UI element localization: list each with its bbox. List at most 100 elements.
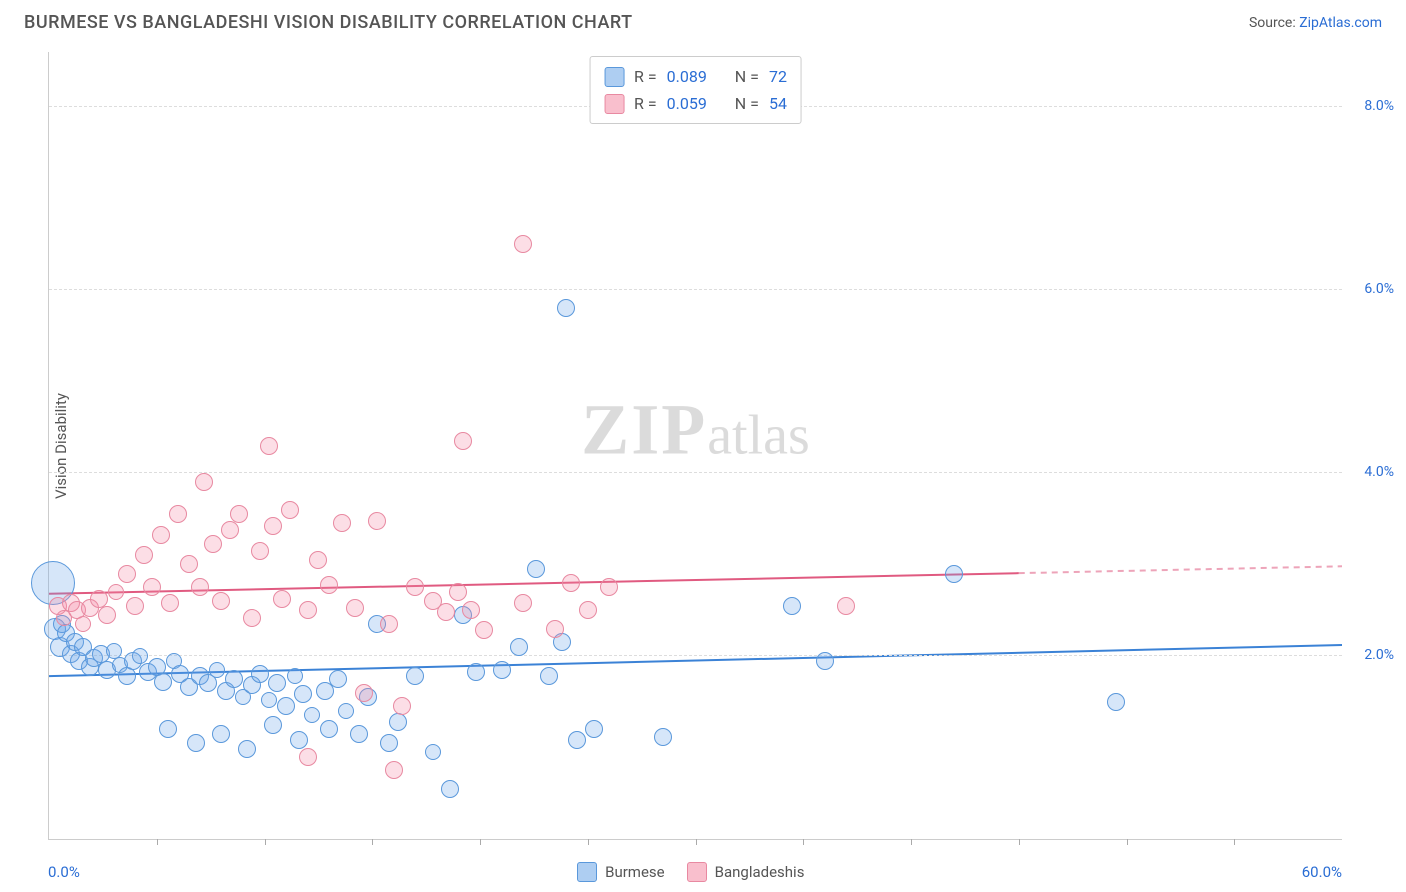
swatch-bangladeshis-icon	[687, 862, 707, 882]
data-point	[475, 621, 493, 639]
data-point	[783, 597, 801, 615]
data-point	[389, 713, 407, 731]
data-point	[243, 609, 261, 627]
gridline: 2.0%	[49, 655, 1342, 656]
data-point	[277, 697, 295, 715]
x-tick	[803, 839, 804, 845]
data-point	[368, 512, 386, 530]
data-point	[816, 652, 834, 670]
data-point	[209, 662, 225, 678]
legend-label-b: Bangladeshis	[715, 863, 805, 881]
data-point	[945, 565, 963, 583]
trend-lines	[49, 52, 1342, 839]
x-tick	[588, 839, 589, 845]
data-point	[287, 668, 303, 684]
data-point	[837, 597, 855, 615]
gridline: 6.0%	[49, 289, 1342, 290]
y-tick-label: 6.0%	[1364, 281, 1394, 297]
data-point	[329, 670, 347, 688]
n-value-b: 54	[769, 90, 787, 117]
swatch-bangladeshis-icon	[604, 94, 624, 114]
data-point	[514, 235, 532, 253]
data-point	[406, 578, 424, 596]
data-point	[195, 473, 213, 491]
x-tick	[372, 839, 373, 845]
data-point	[454, 432, 472, 450]
data-point	[251, 542, 269, 560]
x-tick	[157, 839, 158, 845]
data-point	[338, 703, 354, 719]
data-point	[154, 673, 172, 691]
data-point	[212, 725, 230, 743]
data-point	[654, 728, 672, 746]
data-point	[510, 638, 528, 656]
data-point	[1107, 693, 1125, 711]
r-label: R =	[634, 63, 657, 90]
data-point	[294, 685, 312, 703]
data-point	[264, 517, 282, 535]
data-point	[221, 521, 239, 539]
y-tick-label: 8.0%	[1364, 98, 1394, 114]
data-point	[385, 761, 403, 779]
data-point	[527, 560, 545, 578]
watermark-bold: ZIP	[581, 389, 707, 469]
footer: 0.0% Burmese Bangladeshis 60.0%	[48, 862, 1342, 882]
data-point	[268, 674, 286, 692]
data-point	[290, 731, 308, 749]
data-point	[143, 578, 161, 596]
source-link[interactable]: ZipAtlas.com	[1299, 15, 1382, 31]
data-point	[333, 514, 351, 532]
data-point	[75, 616, 91, 632]
data-point	[238, 740, 256, 758]
data-point	[118, 565, 136, 583]
swatch-burmese-icon	[577, 862, 597, 882]
data-point	[350, 725, 368, 743]
chart-title: BURMESE VS BANGLADESHI VISION DISABILITY…	[24, 12, 633, 33]
legend-label-a: Burmese	[605, 863, 665, 881]
data-point	[462, 601, 480, 619]
data-point	[118, 667, 136, 685]
data-point	[437, 603, 455, 621]
data-point	[355, 684, 373, 702]
chart-area: Vision Disability ZIPatlas R = 0.089 N =…	[48, 52, 1342, 840]
data-point	[251, 665, 269, 683]
r-value-b: 0.059	[667, 90, 707, 117]
legend-top-row-b: R = 0.059 N = 54	[604, 90, 787, 117]
data-point	[540, 667, 558, 685]
legend-bottom-b: Bangladeshis	[687, 862, 805, 882]
y-tick-label: 2.0%	[1364, 647, 1394, 663]
data-point	[568, 731, 586, 749]
x-min-label: 0.0%	[48, 863, 80, 881]
n-label: N =	[735, 63, 759, 90]
x-tick	[265, 839, 266, 845]
data-point	[579, 601, 597, 619]
source-label: Source:	[1249, 15, 1296, 31]
x-tick	[1234, 839, 1235, 845]
legend-bottom: Burmese Bangladeshis	[577, 862, 804, 882]
y-tick-label: 4.0%	[1364, 464, 1394, 480]
data-point	[191, 578, 209, 596]
data-point	[225, 670, 243, 688]
data-point	[393, 697, 411, 715]
data-point	[159, 720, 177, 738]
source: Source: ZipAtlas.com	[1249, 15, 1382, 31]
data-point	[309, 551, 327, 569]
data-point	[98, 606, 116, 624]
data-point	[299, 748, 317, 766]
data-point	[546, 620, 564, 638]
data-point	[380, 734, 398, 752]
r-label: R =	[634, 90, 657, 117]
data-point	[304, 707, 320, 723]
gridline: 4.0%	[49, 472, 1342, 473]
n-value-a: 72	[769, 63, 787, 90]
data-point	[493, 661, 511, 679]
data-point	[132, 648, 148, 664]
data-point	[273, 590, 291, 608]
data-point	[126, 597, 144, 615]
data-point	[320, 576, 338, 594]
data-point	[135, 546, 153, 564]
r-value-a: 0.089	[667, 63, 707, 90]
n-label: N =	[735, 90, 759, 117]
data-point	[187, 734, 205, 752]
data-point	[562, 574, 580, 592]
